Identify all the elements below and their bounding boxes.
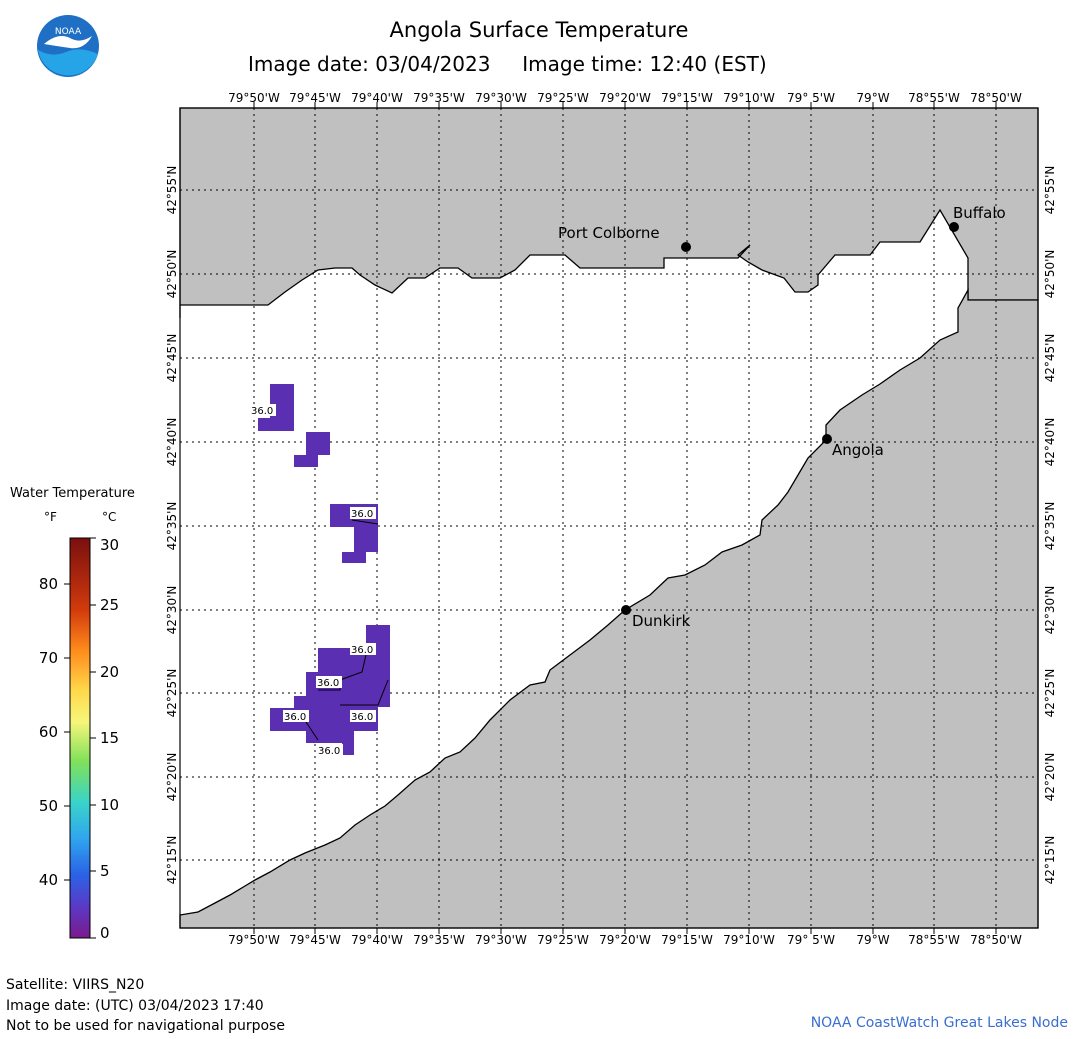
lon-label: 79°50'W (228, 91, 280, 105)
temp-label: 36.0 (351, 645, 373, 656)
temp-label: 36.0 (351, 712, 373, 723)
lat-label: 42°35'N (165, 502, 179, 551)
lon-label: 79°35'W (413, 91, 465, 105)
legend-tick-c: 30 (100, 536, 120, 554)
legend-tick-c: 25 (100, 596, 120, 614)
lat-labels-right: 42°55'N 42°50'N 42°45'N 42°40'N 42°35'N … (1043, 166, 1057, 885)
lon-label: 79°45'W (289, 91, 341, 105)
map-title: Angola Surface Temperature (389, 18, 689, 42)
lon-label: 79°30'W (475, 933, 527, 947)
lon-label: 79°30'W (475, 91, 527, 105)
lon-label: 79°35'W (413, 933, 465, 947)
lat-label: 42°25'N (165, 669, 179, 718)
temp-label: 36.0 (351, 509, 373, 520)
lon-label: 79°15'W (661, 91, 713, 105)
city-markers (621, 222, 959, 615)
land-south (179, 287, 1039, 929)
legend-tick-f: 70 (38, 649, 58, 667)
lon-label: 79° 5'W (787, 933, 835, 947)
lon-label: 79°W (856, 91, 889, 105)
legend-unit-f: °F (44, 510, 57, 524)
lat-label: 42°30'N (1043, 586, 1057, 635)
lon-labels-bottom: 79°50'W 79°45'W 79°40'W 79°35'W 79°30'W … (228, 933, 1022, 947)
lon-label: 78°55'W (908, 933, 960, 947)
temperature-legend: Water Temperature °F °C (0, 480, 160, 950)
map-frame (179, 107, 1039, 929)
land-north (179, 107, 1039, 318)
legend-unit-c: °C (102, 510, 117, 524)
lat-label: 42°20'N (1043, 753, 1057, 802)
lon-label: 78°50'W (970, 933, 1022, 947)
lat-label: 42°35'N (1043, 502, 1057, 551)
lat-label: 42°40'N (1043, 418, 1057, 467)
lon-label: 79°25'W (537, 933, 589, 947)
legend-tick-f: 40 (38, 871, 58, 889)
city-label: Port Colborne (558, 224, 660, 242)
legend-tick-c: 0 (100, 924, 110, 942)
lat-label: 42°50'N (1043, 250, 1057, 299)
pixel-patch (294, 432, 330, 467)
lon-label: 79°15'W (661, 933, 713, 947)
lon-label: 79°50'W (228, 933, 280, 947)
lon-labels-top: 79°50'W 79°45'W 79°40'W 79°35'W 79°30'W … (228, 91, 1022, 105)
lat-label: 42°15'N (1043, 836, 1057, 885)
temp-label: 36.0 (317, 678, 339, 689)
image-date-time: Image date: 03/04/2023 Image time: 12:40… (248, 52, 767, 76)
lat-label: 42°40'N (165, 418, 179, 467)
lat-label: 42°15'N (165, 836, 179, 885)
lon-label: 79°40'W (351, 91, 403, 105)
lat-label: 42°30'N (165, 586, 179, 635)
city-dot-dunkirk (621, 605, 631, 615)
legend-tick-c: 15 (100, 729, 120, 747)
legend-tick-c: 5 (100, 862, 110, 880)
city-label: Buffalo (953, 204, 1006, 222)
temp-label: 36.0 (318, 746, 340, 757)
logo-text: NOAA (55, 27, 82, 37)
legend-tick-f: 80 (38, 575, 58, 593)
lat-labels-left: 42°55'N 42°50'N 42°45'N 42°40'N 42°35'N … (165, 166, 179, 885)
lon-label: 79°10'W (723, 91, 775, 105)
lon-label: 79° 5'W (787, 91, 835, 105)
city-dot-angola (822, 434, 832, 444)
legend-tick-f: 50 (38, 797, 58, 815)
city-dot-buffalo (949, 222, 959, 232)
credit-link[interactable]: NOAA CoastWatch Great Lakes Node (810, 1015, 1068, 1031)
lon-label: 79°20'W (599, 933, 651, 947)
footer-info: Satellite: VIIRS_N20 Image date: (UTC) 0… (6, 975, 285, 1037)
lat-label: 42°45'N (1043, 334, 1057, 383)
noaa-logo-icon: NOAA (36, 14, 100, 78)
lon-label: 79°40'W (351, 933, 403, 947)
temperature-labels: 36.0 36.0 36.0 36.0 36.0 36.0 36.0 (250, 404, 376, 757)
lon-label: 79°W (856, 933, 889, 947)
utc-date-label: Image date: (UTC) 03/04/2023 17:40 (6, 997, 264, 1014)
legend-title: Water Temperature (10, 486, 135, 501)
lon-label: 78°55'W (908, 91, 960, 105)
lat-label: 42°50'N (165, 250, 179, 299)
legend-colorbar (64, 537, 96, 939)
legend-tick-c: 10 (100, 796, 120, 814)
lon-label: 79°45'W (289, 933, 341, 947)
city-label: Dunkirk (632, 612, 691, 630)
city-dot-port-colborne (681, 242, 691, 252)
lat-label: 42°25'N (1043, 669, 1057, 718)
temp-label: 36.0 (284, 712, 306, 723)
city-label: Angola (832, 441, 884, 459)
lat-label: 42°55'N (165, 166, 179, 215)
legend-tick-c: 20 (100, 663, 120, 681)
temp-label: 36.0 (251, 406, 273, 417)
lat-label: 42°45'N (165, 334, 179, 383)
satellite-label: Satellite: VIIRS_N20 (6, 977, 145, 993)
lat-label: 42°20'N (165, 753, 179, 802)
lon-label: 78°50'W (970, 91, 1022, 105)
lon-label: 79°25'W (537, 91, 589, 105)
legend-tick-f: 60 (38, 723, 58, 741)
lat-label: 42°55'N (1043, 166, 1057, 215)
lon-label: 79°10'W (723, 933, 775, 947)
lon-label: 79°20'W (599, 91, 651, 105)
disclaimer-label: Not to be used for navigational purpose (6, 1018, 285, 1034)
